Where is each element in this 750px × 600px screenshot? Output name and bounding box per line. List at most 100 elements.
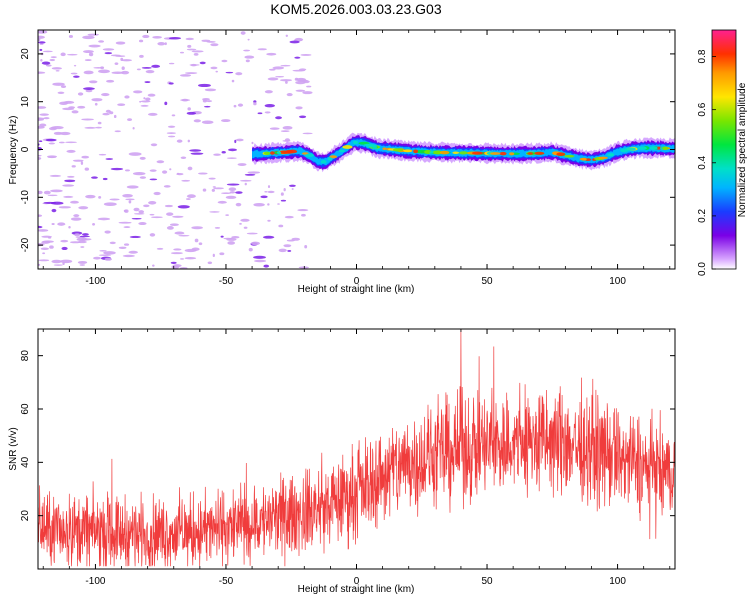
- noise-speckle: [66, 53, 78, 56]
- noise-speckle: [81, 118, 94, 121]
- noise-speckle: [179, 51, 185, 54]
- noise-speckle: [138, 39, 144, 43]
- noise-speckle: [295, 106, 303, 110]
- ridge-hotspot: [263, 151, 271, 156]
- noise-speckle: [204, 105, 211, 108]
- noise-speckle: [139, 54, 144, 58]
- noise-speckle: [225, 214, 229, 216]
- noise-speckle: [145, 97, 151, 101]
- noise-speckle: [214, 226, 221, 229]
- noise-speckle: [186, 194, 196, 198]
- noise-speckle: [103, 251, 116, 255]
- noise-speckle: [185, 198, 191, 201]
- noise-speckle: [302, 91, 313, 95]
- figure-title: KOM5.2026.003.03.23.G03: [270, 1, 441, 17]
- noise-speckle: [190, 63, 197, 67]
- noise-speckle: [215, 70, 218, 73]
- noise-speckle: [166, 132, 176, 134]
- noise-speckle: [38, 38, 41, 42]
- noise-speckle: [300, 54, 312, 56]
- spectrogram-xtick-label: 100: [609, 276, 626, 287]
- noise-speckle: [299, 115, 307, 119]
- noise-speckle: [267, 185, 271, 189]
- noise-speckle: [193, 119, 201, 123]
- noise-speckle: [152, 35, 162, 39]
- noise-speckle: [39, 48, 43, 52]
- noise-speckle: [206, 41, 216, 43]
- noise-speckle: [43, 190, 51, 195]
- noise-speckle: [143, 97, 146, 100]
- noise-speckle: [59, 131, 71, 136]
- noise-speckle: [52, 82, 65, 86]
- noise-speckle: [145, 70, 155, 74]
- noise-speckle: [168, 36, 182, 40]
- noise-speckle: [161, 170, 168, 174]
- noise-speckle: [71, 110, 79, 114]
- noise-speckle: [40, 247, 49, 250]
- noise-speckle: [301, 213, 306, 217]
- snr-xtick-label: 50: [481, 576, 493, 587]
- noise-speckle: [181, 179, 191, 182]
- noise-speckle: [51, 126, 64, 130]
- noise-speckle: [284, 215, 294, 219]
- noise-speckle: [179, 74, 192, 77]
- noise-speckle: [264, 190, 268, 193]
- noise-speckle: [122, 254, 135, 258]
- noise-speckle: [66, 149, 76, 153]
- noise-speckle: [193, 52, 199, 56]
- ridge-hotspot: [285, 149, 294, 154]
- snr-series-line: [38, 329, 675, 567]
- noise-speckle: [104, 52, 113, 55]
- noise-speckle: [219, 252, 225, 256]
- spectrogram-xtick-label: 50: [481, 276, 493, 287]
- noise-speckle: [38, 225, 43, 229]
- noise-speckle: [167, 125, 176, 128]
- noise-speckle: [94, 102, 98, 106]
- noise-speckle: [164, 204, 173, 208]
- noise-speckle: [208, 177, 216, 180]
- colorbar-tick-label: 0.6: [697, 102, 708, 116]
- noise-speckle: [171, 265, 180, 269]
- noise-speckle: [131, 217, 142, 220]
- noise-speckle: [84, 126, 97, 129]
- noise-speckle: [123, 226, 131, 229]
- ridge-hotspot: [624, 147, 636, 151]
- noise-speckle: [64, 179, 76, 183]
- noise-speckle: [191, 50, 204, 53]
- noise-speckle: [149, 178, 158, 181]
- noise-speckle: [172, 215, 184, 218]
- noise-speckle: [257, 112, 263, 115]
- noise-speckle: [42, 50, 53, 53]
- spectrogram-ylabel: Frequency (Hz): [8, 116, 19, 185]
- noise-speckle: [245, 59, 250, 63]
- ridge-hotspot: [270, 151, 275, 155]
- noise-speckle: [199, 61, 206, 65]
- noise-speckle: [38, 263, 41, 266]
- colorbar-tick-label: 0.8: [697, 49, 708, 63]
- noise-speckle: [164, 101, 168, 106]
- noise-speckle: [263, 264, 270, 268]
- noise-speckle: [92, 222, 96, 226]
- noise-speckle: [73, 64, 77, 67]
- noise-speckle: [64, 141, 78, 144]
- noise-speckle: [289, 40, 300, 44]
- colorbar: 0.0 0.2 0.4 0.6 0.8 Normalized spectral ampl…: [697, 29, 748, 276]
- noise-speckle: [267, 219, 271, 222]
- noise-speckle: [174, 231, 185, 235]
- noise-speckle: [243, 226, 248, 229]
- noise-speckle: [280, 130, 290, 132]
- noise-speckle: [123, 209, 127, 213]
- noise-speckle: [264, 103, 275, 108]
- noise-speckle: [129, 235, 141, 239]
- noise-speckle: [244, 182, 247, 186]
- colorbar-ticks: 0.0 0.2 0.4 0.6 0.8: [697, 49, 716, 276]
- noise-speckle: [283, 187, 286, 192]
- noise-speckle: [53, 131, 63, 135]
- noise-speckle: [109, 241, 116, 245]
- noise-speckle: [233, 104, 237, 108]
- noise-speckle: [51, 208, 57, 213]
- noise-speckle: [285, 80, 288, 84]
- noise-speckle: [260, 195, 268, 199]
- noise-speckle: [170, 261, 177, 264]
- snr-panel: -100 -50 0 50 100 20 40 60 80 Height of straight…: [8, 328, 676, 595]
